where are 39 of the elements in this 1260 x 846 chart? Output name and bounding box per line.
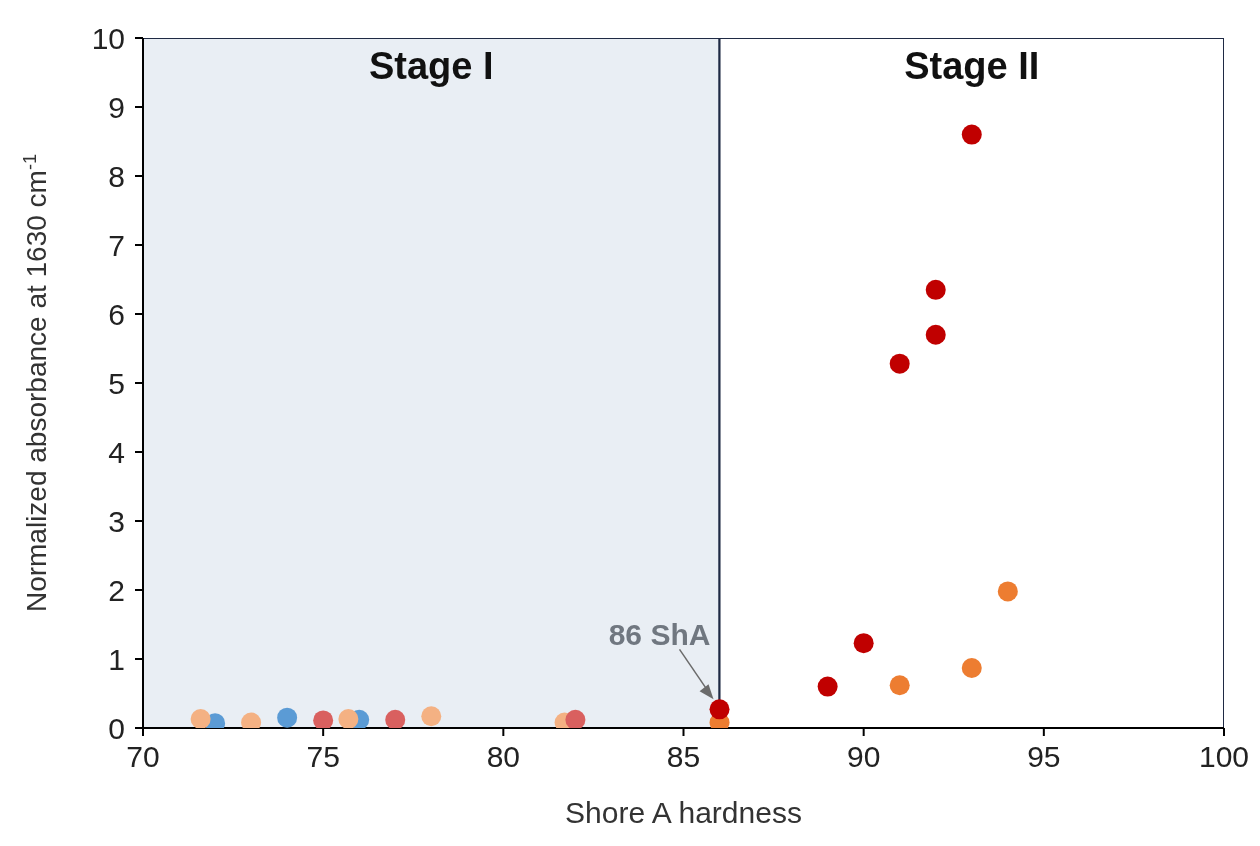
x-tick-label: 80 bbox=[486, 740, 521, 774]
y-tick-label: 10 bbox=[91, 21, 125, 55]
x-tick-label: 70 bbox=[126, 740, 160, 774]
point bbox=[817, 676, 838, 697]
point bbox=[997, 581, 1018, 602]
band-label: Stage II bbox=[904, 44, 1040, 87]
point bbox=[313, 710, 334, 728]
x-tick-label: 95 bbox=[1027, 740, 1061, 774]
point bbox=[277, 707, 298, 728]
x-axis-title: Shore A hardness bbox=[565, 796, 802, 829]
point bbox=[853, 633, 874, 654]
point bbox=[889, 675, 910, 696]
point bbox=[190, 709, 211, 728]
y-tick-label: 7 bbox=[108, 228, 125, 262]
annotation: 86 ShA bbox=[608, 618, 711, 652]
y-tick-label: 8 bbox=[108, 159, 125, 193]
point bbox=[709, 699, 730, 720]
band-label: Stage I bbox=[368, 44, 494, 87]
y-tick-label: 5 bbox=[108, 366, 125, 400]
point bbox=[421, 706, 442, 727]
y-tick-label: 0 bbox=[108, 711, 125, 745]
x-tick-label: 90 bbox=[846, 740, 881, 774]
point bbox=[961, 124, 982, 145]
point bbox=[385, 709, 406, 728]
point bbox=[925, 324, 946, 345]
y-tick-label: 3 bbox=[108, 504, 125, 538]
point bbox=[961, 657, 982, 678]
y-tick-label: 4 bbox=[108, 435, 125, 469]
x-tick-label: 75 bbox=[306, 740, 340, 774]
x-tick-label: 100 bbox=[1198, 740, 1250, 774]
y-tick-label: 1 bbox=[108, 642, 125, 676]
point bbox=[338, 709, 359, 728]
point bbox=[925, 279, 946, 300]
point bbox=[565, 709, 586, 728]
point bbox=[889, 353, 910, 374]
y-tick-label: 2 bbox=[108, 573, 125, 607]
y-tick-label: 6 bbox=[108, 297, 125, 331]
y-tick-label: 9 bbox=[108, 90, 125, 124]
x-tick-label: 85 bbox=[666, 740, 701, 774]
